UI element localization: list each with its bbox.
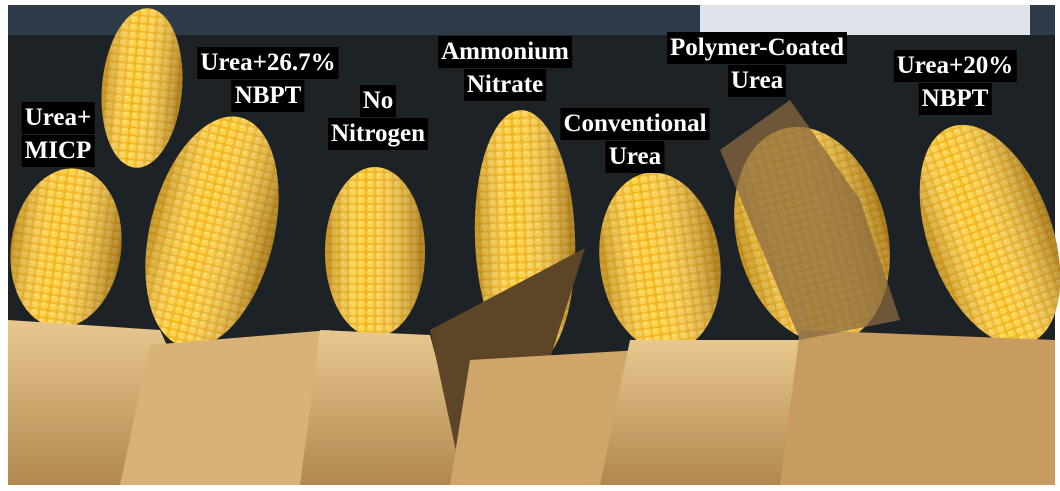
- label-line: MICP: [21, 135, 95, 167]
- label: Ammonium Nitrate: [438, 36, 572, 102]
- label-line: Urea: [605, 141, 665, 173]
- label-line: Ammonium: [438, 36, 572, 68]
- label-line: No: [359, 85, 397, 117]
- label: Urea+ MICP: [21, 102, 95, 168]
- label-line: NBPT: [918, 83, 992, 115]
- label: Conventional Urea: [560, 108, 710, 174]
- label: Polymer-Coated Urea: [666, 32, 848, 98]
- label-line: Urea: [727, 65, 787, 97]
- label-line: NBPT: [231, 80, 305, 112]
- label-line: Nitrogen: [328, 118, 428, 150]
- label-line: Urea+20%: [893, 50, 1017, 82]
- label-line: Conventional: [560, 108, 710, 140]
- label: Urea+26.7% NBPT: [197, 47, 339, 113]
- label: No Nitrogen: [328, 85, 428, 151]
- label-line: Urea+26.7%: [197, 47, 339, 79]
- paper: [700, 5, 1030, 35]
- label-line: Urea+: [21, 102, 95, 134]
- husks: [8, 100, 1055, 485]
- label-line: Nitrate: [463, 69, 547, 101]
- label: Urea+20% NBPT: [893, 50, 1017, 116]
- label-line: Polymer-Coated: [666, 32, 848, 64]
